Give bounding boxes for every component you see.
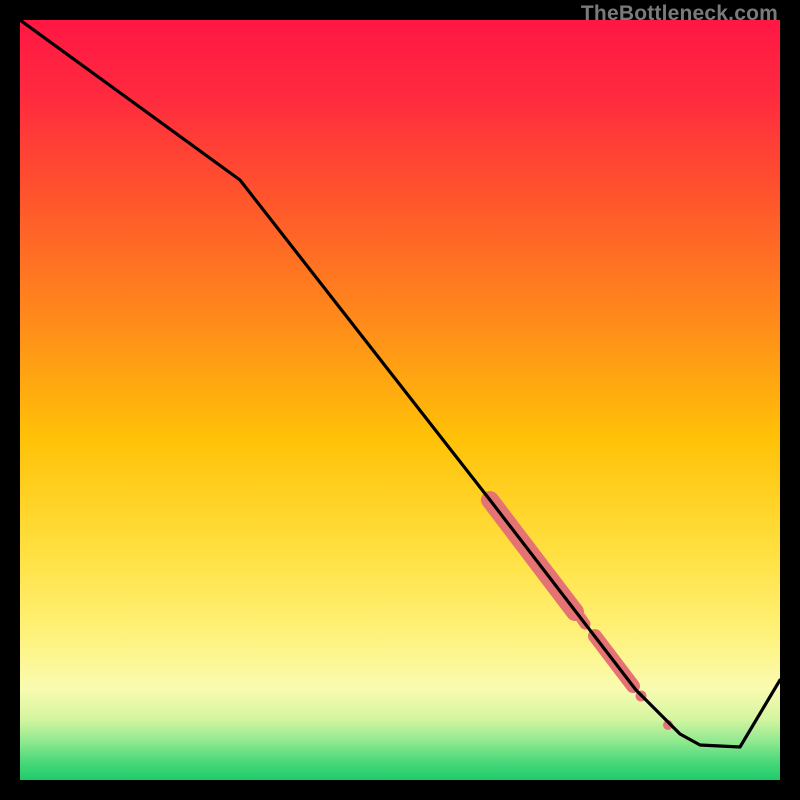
- watermark-text: TheBottleneck.com: [581, 2, 778, 26]
- plot-area: [20, 20, 780, 780]
- chart-curve: [20, 20, 780, 780]
